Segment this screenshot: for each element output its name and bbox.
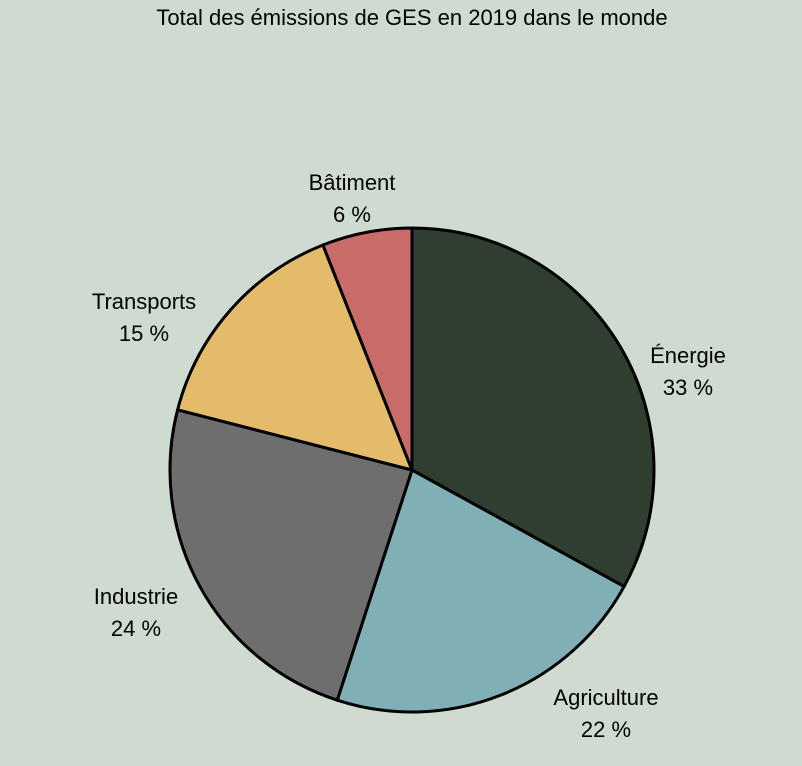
slice-label-industrie: Industrie	[94, 584, 178, 609]
pie-slices	[168, 226, 656, 714]
slice-value-transports: 15 %	[119, 321, 169, 346]
slice-label-transports: Transports	[92, 289, 196, 314]
slice-label-batiment: Bâtiment	[309, 170, 396, 195]
pie-slice-industrie	[168, 408, 414, 702]
slice-value-agriculture: 22 %	[581, 717, 631, 742]
pie-slice-energie	[410, 226, 656, 589]
pie-labels: Énergie 33 % Agriculture 22 % Industrie 24 % T…	[92, 170, 726, 742]
slice-value-energie: 33 %	[663, 375, 713, 400]
pie-slice-transports	[176, 243, 414, 472]
slice-value-industrie: 24 %	[111, 616, 161, 641]
slice-value-batiment: 6 %	[333, 202, 371, 227]
pie-slice-agriculture	[335, 468, 626, 714]
pie-slice-batiment	[321, 226, 414, 472]
slice-label-agriculture: Agriculture	[553, 685, 658, 710]
chart-title: Total des émissions de GES en 2019 dans …	[156, 5, 667, 30]
slice-label-energie: Énergie	[650, 343, 726, 368]
